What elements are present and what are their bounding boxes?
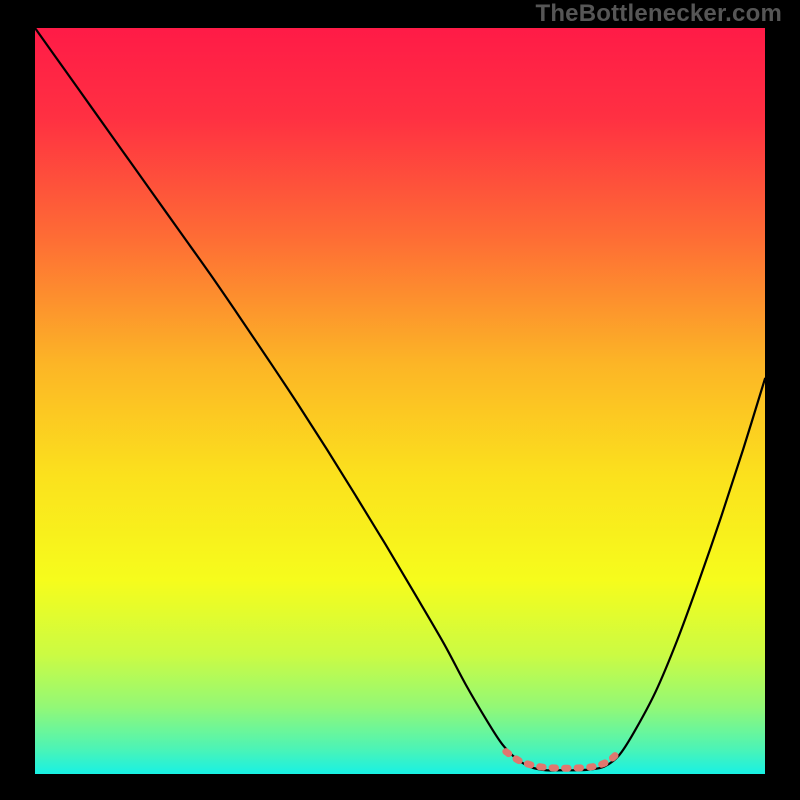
- bottleneck-curve-chart: [35, 28, 765, 774]
- chart-frame: TheBottlenecker.com: [0, 0, 800, 800]
- gradient-background: [35, 28, 765, 774]
- watermark-text: TheBottlenecker.com: [535, 0, 782, 28]
